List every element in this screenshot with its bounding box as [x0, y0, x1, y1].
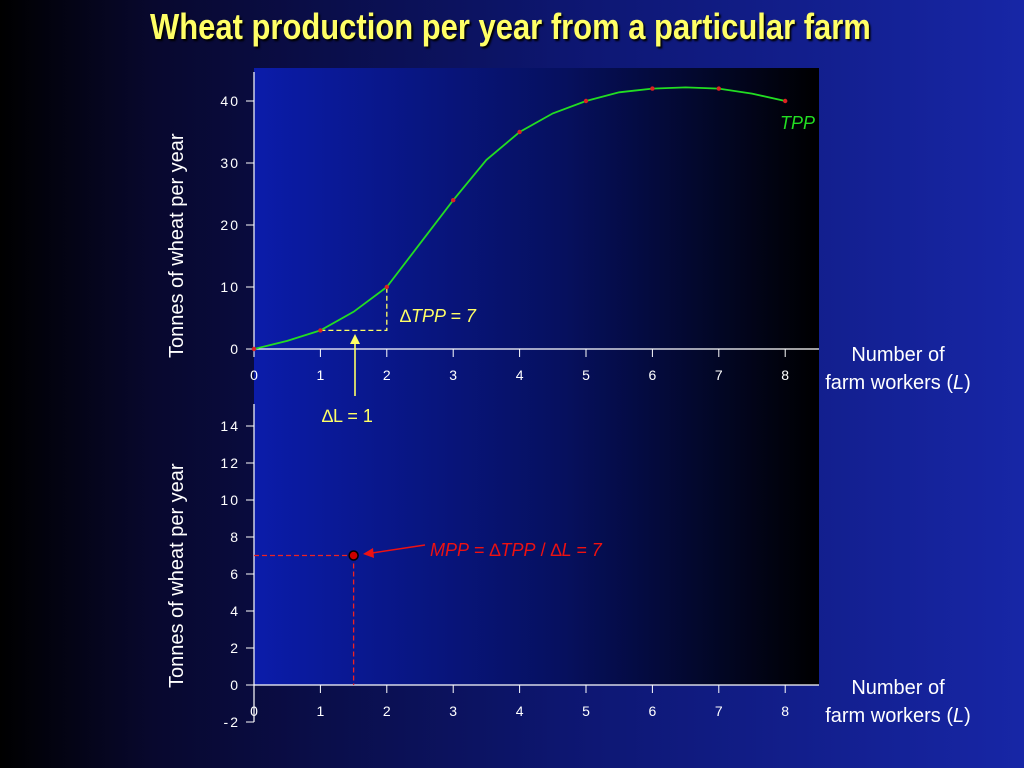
mpp-x-axis-label-line2: farm workers (L) — [808, 702, 988, 730]
mpp-label-b: = — [469, 540, 490, 560]
tpp-point — [783, 98, 788, 104]
tpp-point — [650, 86, 655, 91]
mpp-y-tick-label: 6 — [230, 566, 240, 582]
mpp-plot-area — [254, 403, 819, 685]
mpp-guides — [254, 554, 355, 685]
tpp-x-tick-label: 1 — [317, 367, 325, 383]
mpp-y-tick-label: 8 — [230, 529, 240, 545]
mpp-x-axis-label: Number of farm workers (L) — [808, 674, 988, 730]
tpp-x-tick-label: 6 — [649, 367, 657, 383]
tpp-x-tick-label: 2 — [383, 367, 391, 383]
mpp-label-d: / — [536, 540, 551, 560]
tpp-point — [251, 346, 257, 352]
slide-title: Wheat production per year from a particu… — [150, 6, 871, 47]
mpp-y-tick-label: 10 — [220, 492, 240, 508]
mpp-x-tick-label: 1 — [317, 703, 325, 719]
tpp-x-axis-label-line1: Number of — [851, 344, 945, 366]
tpp-x-axis-label-2b: L — [953, 372, 965, 394]
tpp-point — [384, 284, 389, 290]
mpp-label-symbol1: ∆ — [490, 540, 501, 560]
tpp-series-label: TPP — [780, 113, 815, 133]
mpp-x-tick-label: 7 — [715, 703, 723, 719]
delta-tpp-annotation: ∆TPP = 7 — [320, 287, 477, 332]
mpp-y-axis-label: Tonnes of wheat per year — [166, 463, 188, 688]
mpp-label-symbol2: ∆ — [551, 540, 562, 560]
tpp-plot-area — [254, 68, 819, 404]
delta-l-label: ∆L = 1 — [322, 406, 373, 426]
delta-tpp-label: ∆TPP = 7 — [400, 306, 477, 326]
mpp-label-e: L = 7 — [562, 540, 603, 560]
tpp-x-axis-label-2a: farm workers ( — [825, 372, 953, 394]
tpp-x-axis-label-2c: ) — [964, 372, 971, 394]
tpp-y-tick-label: 10 — [220, 279, 240, 295]
delta-l-arrowhead — [350, 334, 360, 344]
tpp-x-tick-label: 3 — [449, 367, 457, 383]
mpp-label-a: MPP — [430, 540, 469, 560]
mpp-x-axis-label-2b: L — [953, 705, 965, 727]
mpp-label: MPP = ∆TPP / ∆L = 7 — [430, 540, 603, 560]
mpp-label-c: TPP — [501, 540, 536, 560]
mpp-y-tick-label: 0 — [230, 677, 240, 693]
mpp-x-tick-label: 0 — [250, 703, 258, 719]
mpp-x-tick-label: 5 — [582, 703, 590, 719]
tpp-axes: 0 10 20 30 40 0 1 2 3 4 5 6 7 8 — [220, 72, 819, 383]
tpp-point — [318, 328, 323, 333]
tpp-point — [583, 98, 589, 104]
mpp-annotation: MPP = ∆TPP / ∆L = 7 — [363, 540, 603, 560]
mpp-series — [348, 550, 359, 561]
delta-l-symbol: ∆ — [322, 406, 333, 426]
tpp-x-tick-label: 5 — [582, 367, 590, 383]
tpp-x-tick-label: 0 — [250, 367, 258, 383]
mpp-x-tick-label: 2 — [383, 703, 391, 719]
mpp-x-axis-label-2c: ) — [964, 705, 971, 727]
mpp-arrowhead — [363, 548, 374, 558]
tpp-x-tick-label: 7 — [715, 367, 723, 383]
mpp-x-tick-label: 6 — [649, 703, 657, 719]
tpp-series — [251, 86, 788, 352]
mpp-x-tick-label: 3 — [449, 703, 457, 719]
mpp-y-tick-label: 4 — [230, 603, 240, 619]
mpp-arrow — [371, 544, 426, 554]
mpp-y-tick-label: 14 — [220, 418, 240, 434]
tpp-y-axis-label: Tonnes of wheat per year — [166, 133, 188, 358]
mpp-y-tick-label: 2 — [230, 640, 240, 656]
tpp-point — [517, 129, 522, 135]
delta-tpp-bracket — [320, 287, 388, 332]
tpp-x-axis-label-line2: farm workers (L) — [808, 369, 988, 397]
delta-tpp-text: TPP = 7 — [411, 306, 477, 326]
tpp-x-axis-label: Number of farm workers (L) — [808, 341, 988, 397]
mpp-y-tick-label: -2 — [224, 714, 240, 730]
mpp-x-tick-label: 8 — [781, 703, 789, 719]
delta-l-annotation: ∆L = 1 — [322, 334, 373, 426]
tpp-y-tick-label: 30 — [220, 155, 240, 171]
mpp-x-tick-label: 4 — [516, 703, 524, 719]
tpp-point — [716, 86, 721, 91]
mpp-x-axis-label-2a: farm workers ( — [825, 705, 953, 727]
mpp-x-axis-label-line1: Number of — [851, 677, 945, 699]
tpp-point — [451, 198, 456, 203]
delta-tpp-symbol: ∆ — [400, 306, 411, 326]
tpp-y-tick-label: 0 — [230, 341, 240, 357]
mpp-point — [348, 550, 359, 561]
tpp-x-tick-label: 8 — [781, 367, 789, 383]
delta-l-text: L = 1 — [333, 406, 373, 426]
mpp-y-tick-label: 12 — [220, 455, 240, 471]
tpp-y-tick-label: 40 — [220, 93, 240, 109]
tpp-y-tick-label: 20 — [220, 217, 240, 233]
tpp-x-tick-label: 4 — [516, 367, 524, 383]
